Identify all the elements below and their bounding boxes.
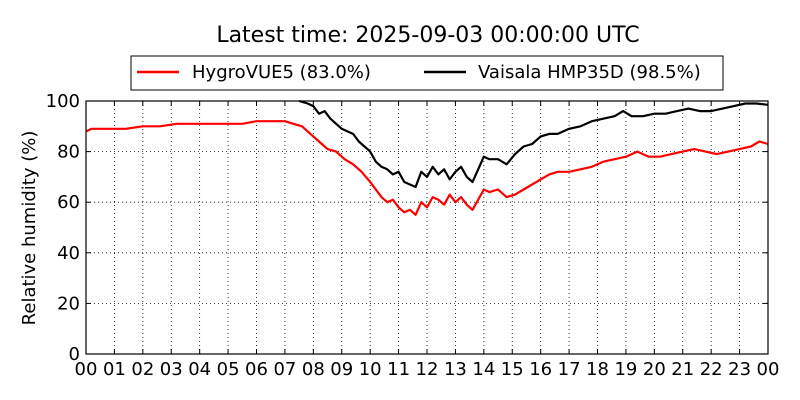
x-tick-label: 14 bbox=[472, 359, 495, 380]
x-tick-label: 06 bbox=[245, 359, 268, 380]
x-tick-label: 23 bbox=[728, 359, 751, 380]
legend-item-vaisala: Vaisala HMP35D (98.5%) bbox=[424, 62, 701, 83]
x-tick-label: 20 bbox=[643, 359, 666, 380]
x-tick-label: 08 bbox=[302, 359, 325, 380]
y-tick-label: 20 bbox=[57, 293, 80, 314]
y-tick-label: 80 bbox=[57, 142, 80, 163]
tick-marks bbox=[85, 100, 769, 355]
plot-background bbox=[86, 101, 768, 354]
x-tick-label: 00 bbox=[75, 359, 98, 380]
x-tick-label: 17 bbox=[558, 359, 581, 380]
x-tick-label: 11 bbox=[387, 359, 410, 380]
x-tick-label: 19 bbox=[614, 359, 637, 380]
legend-label-hygrovue5: HygroVUE5 (83.0%) bbox=[192, 62, 371, 83]
y-tick-label: 60 bbox=[57, 192, 80, 213]
x-tick-label: 12 bbox=[416, 359, 439, 380]
x-tick-label: 01 bbox=[103, 359, 126, 380]
series-line-hygrovue5 bbox=[85, 120, 769, 216]
x-tick-label: 16 bbox=[529, 359, 552, 380]
x-tick-label: 22 bbox=[700, 359, 723, 380]
legend: HygroVUE5 (83.0%) Vaisala HMP35D (98.5%) bbox=[130, 55, 724, 91]
series-layer bbox=[85, 99, 769, 216]
y-axis-label: Relative humidity (%) bbox=[19, 131, 40, 326]
x-tick-label: 21 bbox=[671, 359, 694, 380]
x-tick-label: 13 bbox=[444, 359, 467, 380]
x-tick-label: 03 bbox=[160, 359, 183, 380]
x-tick-label: 15 bbox=[501, 359, 524, 380]
x-tick-label: 05 bbox=[217, 359, 240, 380]
x-tick-label: 02 bbox=[131, 359, 154, 380]
series-line-vaisala bbox=[298, 99, 769, 189]
y-tick-label: 100 bbox=[46, 91, 80, 112]
x-tick-label: 09 bbox=[330, 359, 353, 380]
x-tick-label: 10 bbox=[359, 359, 382, 380]
x-tick-label: 00 bbox=[757, 359, 780, 380]
y-tick-label: 40 bbox=[57, 243, 80, 264]
grid-lines bbox=[86, 101, 768, 354]
x-tick-label: 04 bbox=[188, 359, 211, 380]
chart-title: Latest time: 2025-09-03 00:00:00 UTC bbox=[216, 23, 639, 48]
y-axis-tick-labels: 0 20 40 60 80 100 bbox=[46, 91, 80, 365]
x-tick-label: 18 bbox=[586, 359, 609, 380]
y-tick-label: 0 bbox=[69, 344, 80, 365]
plot-area bbox=[85, 99, 769, 355]
x-tick-label: 07 bbox=[273, 359, 296, 380]
legend-item-hygrovue5: HygroVUE5 (83.0%) bbox=[137, 62, 371, 83]
legend-label-vaisala: Vaisala HMP35D (98.5%) bbox=[478, 62, 701, 83]
x-axis-tick-labels: 00 01 02 03 04 05 06 07 08 09 10 11 12 13 14 15 16 17 18 19… bbox=[75, 359, 780, 380]
